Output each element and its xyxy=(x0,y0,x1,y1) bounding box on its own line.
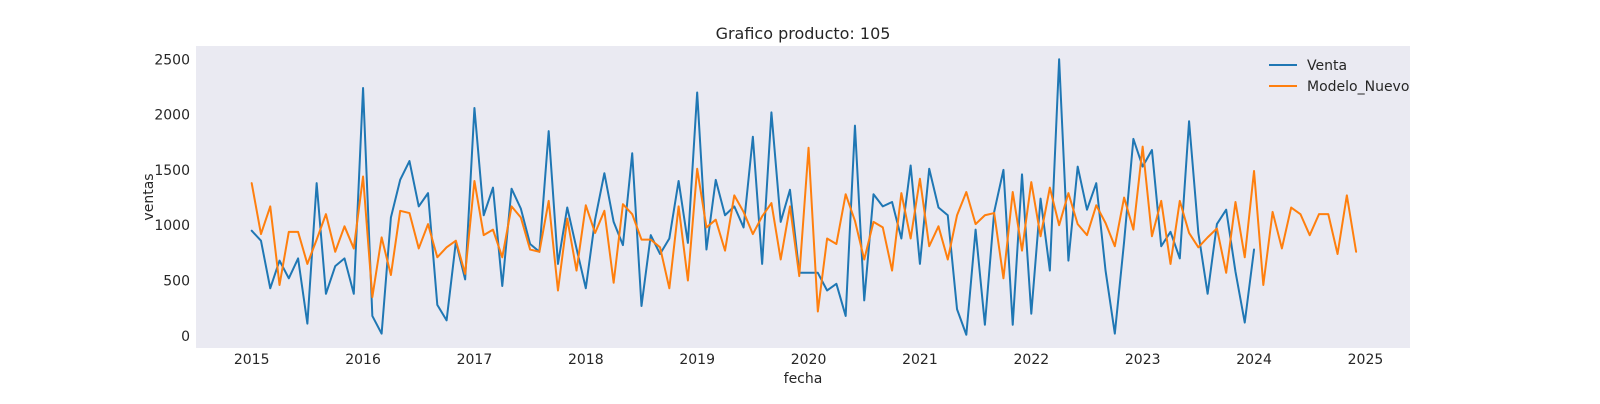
y-tick-label: 2000 xyxy=(154,108,190,124)
y-tick-label: 0 xyxy=(181,329,190,345)
x-tick-label: 2017 xyxy=(457,352,493,368)
x-tick-label: 2018 xyxy=(568,352,604,368)
x-tick-label: 2022 xyxy=(1014,352,1050,368)
y-axis-label: ventas xyxy=(141,173,157,220)
y-tick-label: 1500 xyxy=(154,163,190,179)
y-tick-label: 1000 xyxy=(154,218,190,234)
series-line-venta xyxy=(250,58,1256,336)
plot-area xyxy=(196,46,1410,348)
x-tick-label: 2015 xyxy=(234,352,270,368)
legend-label: Modelo_Nuevo xyxy=(1307,79,1409,95)
x-tick-label: 2019 xyxy=(679,352,715,368)
x-axis-label: fecha xyxy=(784,371,823,387)
legend: Venta Modelo_Nuevo xyxy=(1269,58,1409,95)
chart-title: Grafico producto: 105 xyxy=(716,24,891,43)
x-tick-label: 2020 xyxy=(791,352,827,368)
series-lines xyxy=(250,58,1358,336)
x-tick-label: 2024 xyxy=(1236,352,1272,368)
x-axis-ticks: 2015 2016 2017 2018 2019 2020 2021 2022 2023 2024… xyxy=(234,352,1383,368)
y-axis-ticks: 0 500 1000 1500 2000 2500 xyxy=(154,52,190,345)
x-tick-label: 2021 xyxy=(902,352,938,368)
x-tick-label: 2023 xyxy=(1125,352,1161,368)
y-tick-label: 500 xyxy=(163,274,190,290)
x-tick-label: 2025 xyxy=(1348,352,1384,368)
series-line-modelo-nuevo xyxy=(250,145,1358,313)
x-tick-label: 2016 xyxy=(345,352,381,368)
legend-label: Venta xyxy=(1307,58,1347,74)
y-tick-label: 2500 xyxy=(154,52,190,68)
